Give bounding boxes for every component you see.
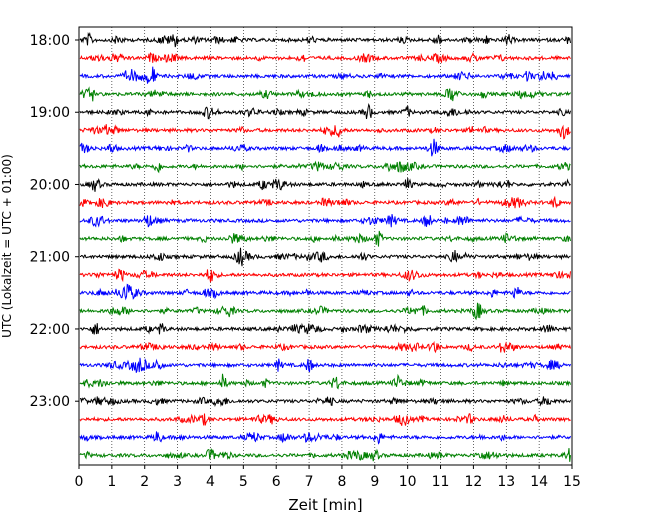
x-tick-label: 7 (305, 474, 314, 490)
x-tick-label: 15 (563, 474, 581, 490)
seismogram-trace (79, 160, 571, 174)
seismogram-trace (79, 413, 571, 426)
plot-frame (78, 26, 573, 466)
seismogram-trace (79, 340, 571, 354)
seismogram-trace (79, 66, 571, 84)
x-tick-label: 5 (239, 474, 248, 490)
seismogram-trace (79, 396, 571, 408)
x-tick-label: 4 (206, 474, 215, 490)
seismogram-trace (79, 373, 571, 390)
seismogram-trace (79, 214, 571, 228)
x-axis-ticks: 0 1 2 3 4 5 6 7 8 9 10 11 12 13 14 15 (75, 465, 581, 490)
vertical-gridlines (111, 27, 540, 465)
x-tick-label: 8 (337, 474, 346, 490)
x-tick-label: 13 (497, 474, 515, 490)
seismogram-trace (79, 195, 571, 209)
y-tick-label: 19:00 (30, 105, 70, 121)
seismogram-trace (79, 51, 571, 64)
seismogram-trace (79, 247, 571, 267)
y-axis-label: UTC (Lokalzeit = UTC + 01:00) (0, 154, 14, 338)
seismogram-trace (79, 268, 571, 283)
y-tick-label: 22:00 (30, 322, 70, 338)
x-tick-label: 2 (140, 474, 149, 490)
seismogram-traces (79, 31, 571, 462)
x-axis-label: Zeit [min] (288, 496, 362, 514)
seismogram-trace (79, 138, 571, 157)
y-axis-ticks: 18:00 19:00 20:00 21:00 22:00 23:00 (30, 33, 79, 410)
x-tick-label: 11 (432, 474, 450, 490)
x-tick-label: 10 (399, 474, 417, 490)
seismogram-trace (79, 283, 571, 301)
seismogram-trace (79, 177, 571, 192)
seismogram-trace (79, 322, 571, 335)
x-tick-label: 3 (173, 474, 182, 490)
x-tick-label: 9 (370, 474, 379, 490)
x-tick-label: 12 (464, 474, 482, 490)
seismogram-trace (79, 230, 571, 247)
y-tick-label: 18:00 (30, 33, 70, 49)
y-tick-label: 23:00 (30, 394, 70, 410)
seismogram-trace (79, 431, 571, 445)
x-tick-label: 1 (107, 474, 116, 490)
x-tick-label: 14 (530, 474, 548, 490)
y-tick-label: 20:00 (30, 177, 70, 193)
seismogram-trace (79, 302, 571, 321)
seismogram-trace (79, 448, 571, 462)
seismogram-trace (79, 86, 571, 102)
seismogram-trace (79, 103, 571, 120)
seismogram-trace (79, 31, 571, 48)
y-tick-label: 21:00 (30, 250, 70, 266)
x-tick-label: 0 (75, 474, 84, 490)
seismogram-trace (79, 124, 571, 140)
x-tick-label: 6 (272, 474, 281, 490)
seismogram-trace (79, 357, 571, 373)
